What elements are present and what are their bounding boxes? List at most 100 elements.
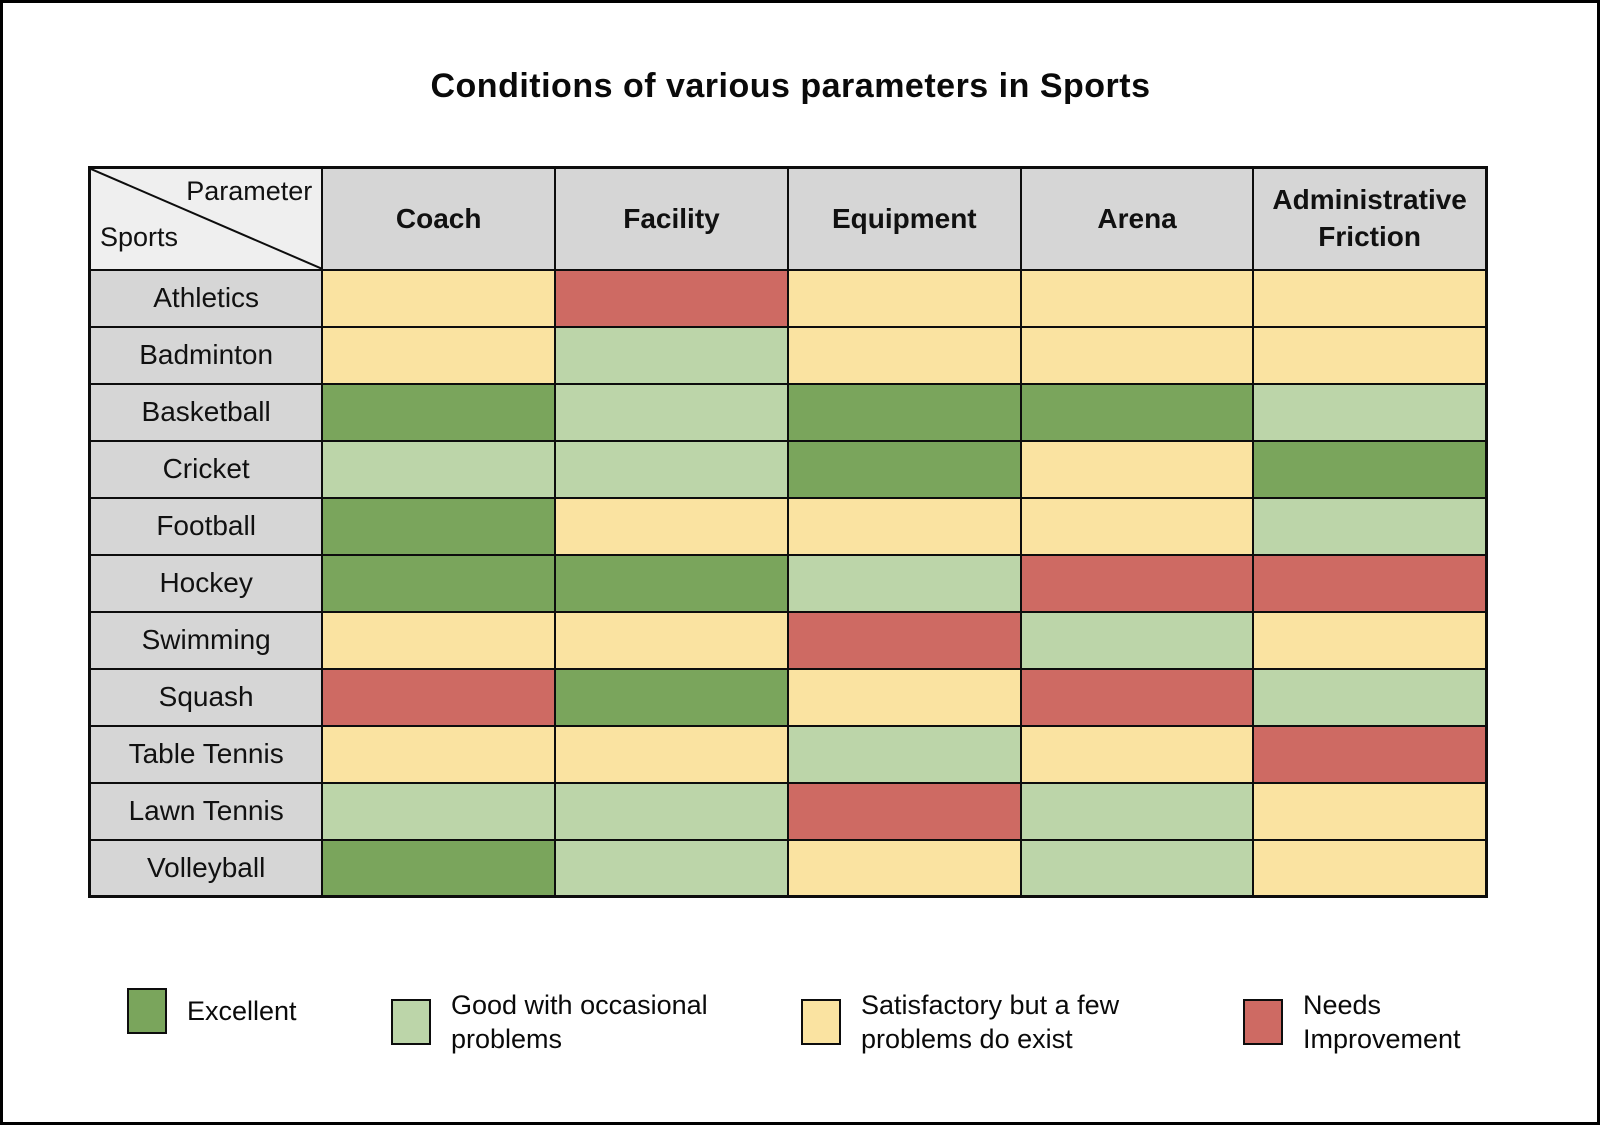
cell-swimming-administrative-friction [1252,610,1488,670]
legend-swatch-satisfactory [801,999,841,1045]
cell-cricket-facility [554,439,789,499]
cell-squash-equipment [786,667,1022,727]
cell-basketball-arena [1019,382,1255,442]
cell-badminton-facility [554,325,789,385]
cell-cricket-administrative-friction [1252,439,1488,499]
table-row-swimming: Swimming [88,610,1488,670]
legend-label-needs-improvement: Needs Improvement [1303,990,1461,1054]
legend-item-good: Good with occasional problems [391,988,751,1056]
cell-basketball-facility [554,382,789,442]
table-row-squash: Squash [88,667,1488,727]
cell-hockey-facility [554,553,789,613]
row-label-lawn-tennis: Lawn Tennis [88,781,324,841]
row-label-volleyball: Volleyball [88,838,324,898]
table-header: Parameter Sports Coach Facility Equipmen… [88,166,1488,271]
cell-table-tennis-facility [554,724,789,784]
legend-item-excellent: Excellent [127,988,297,1034]
table-row-cricket: Cricket [88,439,1488,499]
cell-squash-coach [321,667,557,727]
cell-hockey-administrative-friction [1252,553,1488,613]
cell-lawn-tennis-facility [554,781,789,841]
table-row-basketball: Basketball [88,382,1488,442]
cell-badminton-coach [321,325,557,385]
row-label-athletics: Athletics [88,268,324,328]
legend: Excellent Good with occasional problems Sa… [3,988,1597,1078]
cell-hockey-arena [1019,553,1255,613]
legend-label-good: Good with occasional problems [451,990,708,1054]
cell-athletics-facility [554,268,789,328]
corner-sports-label: Sports [100,221,179,252]
cell-football-equipment [786,496,1022,556]
row-label-basketball: Basketball [88,382,324,442]
table-row-volleyball: Volleyball [88,838,1488,898]
conditions-table: Parameter Sports Coach Facility Equipmen… [88,166,1488,898]
legend-label-excellent: Excellent [187,996,297,1026]
diagonal-divider-line [91,169,321,269]
cell-lawn-tennis-arena [1019,781,1255,841]
cell-cricket-equipment [786,439,1022,499]
cell-football-coach [321,496,557,556]
corner-header-cell: Parameter Sports [88,166,324,271]
legend-swatch-excellent [127,988,167,1034]
legend-label-satisfactory: Satisfactory but a few problems do exist [861,990,1120,1054]
cell-squash-facility [554,667,789,727]
cell-athletics-equipment [786,268,1022,328]
column-header-facility: Facility [554,166,789,271]
cell-football-arena [1019,496,1255,556]
cell-swimming-arena [1019,610,1255,670]
row-label-hockey: Hockey [88,553,324,613]
header-row: Parameter Sports Coach Facility Equipmen… [88,166,1488,271]
table-row-football: Football [88,496,1488,556]
corner-parameter-label: Parameter [186,176,313,206]
cell-squash-administrative-friction [1252,667,1488,727]
cell-badminton-arena [1019,325,1255,385]
column-header-arena: Arena [1019,166,1255,271]
legend-item-satisfactory: Satisfactory but a few problems do exist [801,988,1166,1056]
table-body: Athletics Badminton Basketball Cricket Footb… [88,268,1488,898]
cell-lawn-tennis-equipment [786,781,1022,841]
row-label-table-tennis: Table Tennis [88,724,324,784]
cell-squash-arena [1019,667,1255,727]
cell-table-tennis-equipment [786,724,1022,784]
cell-hockey-equipment [786,553,1022,613]
column-header-coach: Coach [321,166,557,271]
cell-table-tennis-administrative-friction [1252,724,1488,784]
row-label-badminton: Badminton [88,325,324,385]
cell-swimming-coach [321,610,557,670]
cell-volleyball-administrative-friction [1252,838,1488,898]
cell-badminton-administrative-friction [1252,325,1488,385]
cell-swimming-equipment [786,610,1022,670]
table-row-lawn-tennis: Lawn Tennis [88,781,1488,841]
page-title: Conditions of various parameters in Spor… [430,67,1151,105]
column-header-equipment: Equipment [786,166,1022,271]
column-header-administrative-friction: Administrative Friction [1252,166,1488,271]
table-row-hockey: Hockey [88,553,1488,613]
cell-basketball-administrative-friction [1252,382,1488,442]
legend-item-needs-improvement: Needs Improvement [1243,988,1513,1056]
cell-basketball-coach [321,382,557,442]
table-row-athletics: Athletics [88,268,1488,328]
cell-football-facility [554,496,789,556]
row-label-cricket: Cricket [88,439,324,499]
cell-volleyball-arena [1019,838,1255,898]
row-label-football: Football [88,496,324,556]
cell-lawn-tennis-administrative-friction [1252,781,1488,841]
cell-athletics-arena [1019,268,1255,328]
legend-swatch-needs-improvement [1243,999,1283,1045]
cell-volleyball-equipment [786,838,1022,898]
cell-table-tennis-coach [321,724,557,784]
row-label-squash: Squash [88,667,324,727]
cell-hockey-coach [321,553,557,613]
cell-athletics-administrative-friction [1252,268,1488,328]
cell-cricket-arena [1019,439,1255,499]
table-row-badminton: Badminton [88,325,1488,385]
cell-volleyball-facility [554,838,789,898]
cell-cricket-coach [321,439,557,499]
cell-volleyball-coach [321,838,557,898]
cell-athletics-coach [321,268,557,328]
cell-table-tennis-arena [1019,724,1255,784]
legend-swatch-good [391,999,431,1045]
cell-basketball-equipment [786,382,1022,442]
table-row-table-tennis: Table Tennis [88,724,1488,784]
